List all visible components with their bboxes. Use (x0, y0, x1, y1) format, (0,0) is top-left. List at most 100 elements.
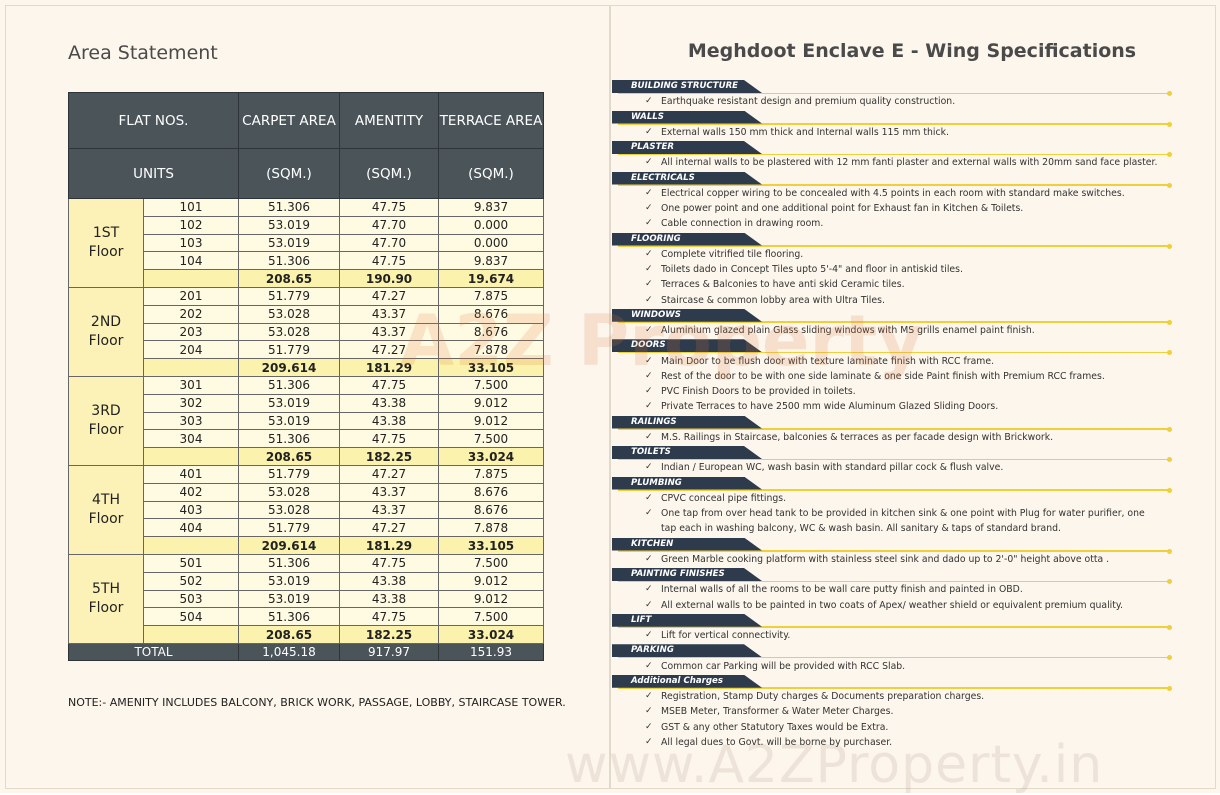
cell: 47.70 (339, 233, 439, 253)
floor-label: 4TH (92, 491, 120, 508)
spec-item: Aluminium glazed plain Glass sliding win… (612, 323, 1161, 339)
section-header: KITCHEN (612, 537, 1172, 554)
floor-cell: 2ND Floor (68, 286, 144, 377)
header-cell: (SQM.) (339, 148, 439, 199)
cell: 7.500 (438, 375, 544, 395)
cell: 51.306 (238, 251, 340, 271)
section-header: PLUMBING (612, 476, 1172, 493)
header-row: UNITS (SQM.) (SQM.) (SQM.) (68, 148, 544, 199)
subtotal-cell: 190.90 (339, 269, 439, 288)
spec-item: Cable connection in drawing room. (612, 216, 1161, 232)
section-header: WALLS (612, 110, 1172, 127)
cell: 47.27 (339, 518, 439, 538)
section-header: FLOORING (612, 232, 1172, 249)
spec-item: Internal walls of all the rooms to be wa… (612, 582, 1161, 598)
floor-label: Floor (88, 332, 124, 349)
section-line (618, 245, 1170, 247)
section-dot (1167, 579, 1172, 584)
note: NOTE:- AMENITY INCLUDES BALCONY, BRICK W… (68, 696, 566, 709)
cell: 9.012 (438, 589, 544, 609)
subtotal-cell: 19.674 (438, 269, 544, 288)
cell: 47.75 (339, 553, 439, 573)
cell: 302 (143, 393, 239, 413)
header-cell: AMENTITY (339, 92, 439, 149)
section-line (618, 550, 1170, 552)
cell: 47.75 (339, 198, 439, 217)
cell: 102 (143, 215, 239, 235)
cell: 43.37 (339, 322, 439, 342)
header-cell: (SQM.) (238, 148, 340, 199)
cell: 8.676 (438, 322, 544, 342)
cell: 301 (143, 375, 239, 395)
spec-item: External walls 150 mm thick and Internal… (612, 125, 1161, 141)
spec-item: Rest of the door to be with one side lam… (612, 369, 1161, 385)
spec-item: All internal walls to be plastered with … (612, 155, 1161, 171)
header-cell: TERRACE AREA (438, 92, 544, 149)
section-line (618, 580, 1170, 582)
floor-label: Floor (88, 421, 124, 438)
subtotal-cell: 33.105 (438, 358, 544, 377)
section-heading: KITCHEN (612, 537, 762, 551)
section-header: PAINTING FINISHES (612, 567, 1172, 584)
unit-row: 3RD Floor 301 51.306 47.75 7.500 (68, 375, 544, 466)
section-dot (1167, 152, 1172, 157)
section-dot (1167, 685, 1172, 691)
section-dot (1167, 548, 1172, 554)
section-heading: DOORS (612, 339, 762, 353)
subtotal-row: 208.65 182.25 33.024 (69, 447, 544, 466)
spec-item: Lift for vertical connectivity. (612, 628, 1161, 644)
section-dot (1167, 319, 1172, 325)
cell: 9.012 (438, 411, 544, 431)
cell: 51.779 (238, 464, 340, 484)
total-cell: TOTAL (68, 642, 239, 661)
spec-item: One power point and one additional point… (612, 201, 1161, 217)
floor-label: Floor (88, 599, 124, 616)
cell: 7.500 (438, 607, 544, 627)
spec-item: PVC Finish Doors to be provided in toile… (612, 384, 1161, 400)
cell: 47.27 (339, 464, 439, 484)
cell: 43.38 (339, 411, 439, 431)
cell: 204 (143, 340, 239, 360)
floor-cell: 1ST Floor (68, 198, 144, 288)
cell: 51.306 (238, 429, 340, 449)
subtotal-cell: 182.25 (339, 447, 439, 466)
floor-label: 5TH (92, 580, 120, 597)
cell: 7.500 (438, 553, 544, 573)
cell: 402 (143, 482, 239, 502)
section-header: TOILETS (612, 445, 1172, 462)
unit-row: 302 53.019 43.38 9.012 (69, 393, 544, 413)
spec-item: Terraces & Balconies to have anti skid C… (612, 277, 1161, 293)
spec-item: Staircase & common lobby area with Ultra… (612, 293, 1161, 309)
cell: 7.875 (438, 286, 544, 306)
cell: 47.75 (339, 429, 439, 449)
floor-label: 3RD (91, 402, 121, 419)
cell: 51.779 (238, 518, 340, 538)
subtotal-cell: 209.614 (238, 358, 340, 377)
section-dot (1167, 121, 1172, 127)
section-header: LIFT (612, 613, 1172, 630)
spec-item: Common car Parking will be provided with… (612, 659, 1161, 675)
subtotal-cell: 33.024 (438, 447, 544, 466)
spec-item: One tap from over head tank to be provid… (612, 506, 1161, 537)
unit-row: 402 53.028 43.37 8.676 (69, 482, 544, 502)
total-row: TOTAL 1,045.18 917.97 151.93 (68, 642, 544, 661)
section-header: WINDOWS (612, 308, 1172, 325)
unit-row: 1ST Floor 101 51.306 47.75 9.837 (68, 198, 544, 288)
cell: 7.878 (438, 518, 544, 538)
spec-item: Toilets dado in Concept Tiles upto 5'-4"… (612, 262, 1161, 278)
spec-item: Registration, Stamp Duty charges & Docum… (612, 689, 1161, 705)
cell: 8.676 (438, 500, 544, 520)
section-line (618, 153, 1170, 155)
cell: 404 (143, 518, 239, 538)
cell: 43.37 (339, 482, 439, 502)
cell: 51.306 (238, 375, 340, 395)
section-line (618, 92, 1170, 94)
cell: 0.000 (438, 233, 544, 253)
cell: 51.306 (238, 607, 340, 627)
floor-label: Floor (88, 243, 124, 260)
cell: 101 (143, 198, 239, 217)
section-heading: LIFT (612, 613, 762, 627)
cell: 7.878 (438, 340, 544, 360)
subtotal-cell: 208.65 (238, 269, 340, 288)
